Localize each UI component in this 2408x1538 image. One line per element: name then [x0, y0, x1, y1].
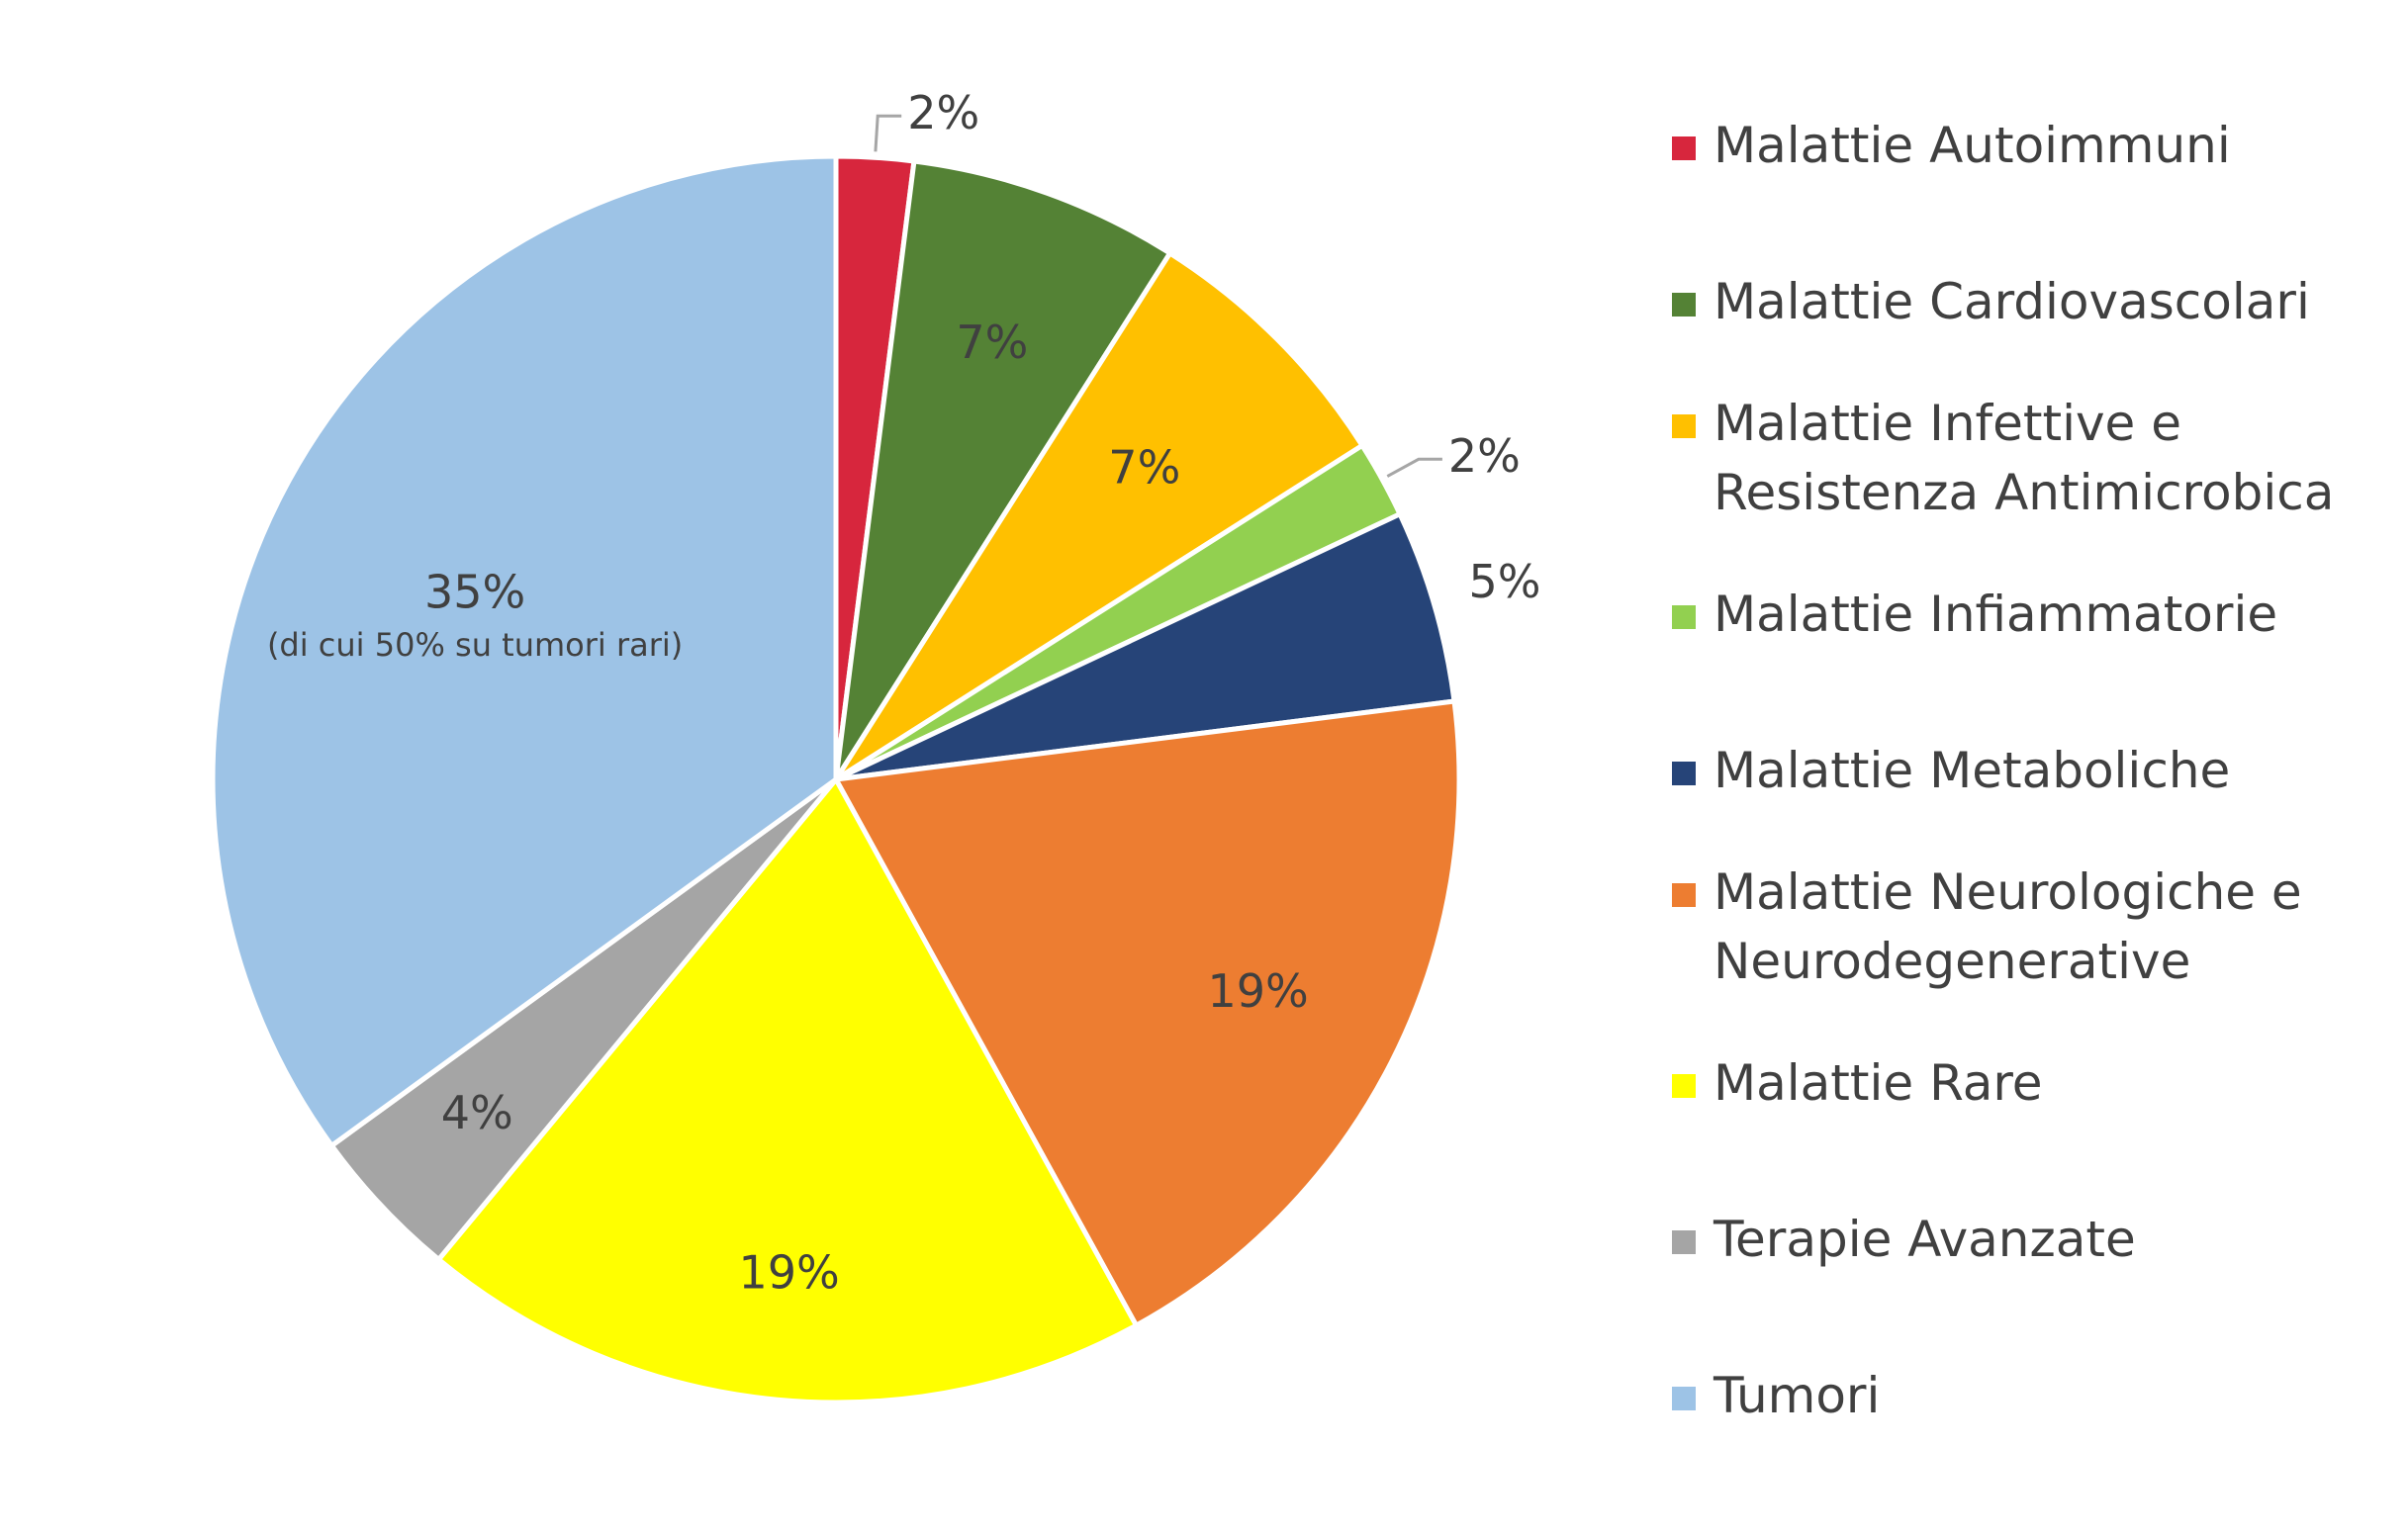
data-label-malattie-infiammatorie: 2% — [1448, 429, 1521, 483]
legend-swatch — [1672, 1230, 1696, 1254]
legend-label-line: Malattie Metaboliche — [1713, 742, 2231, 799]
data-label-malattie-rare: 19% — [738, 1245, 839, 1299]
pie-slice-malattie-cardiovascolari — [833, 158, 1173, 782]
legend-label-line: Malattie Neurologiche e — [1713, 863, 2302, 921]
legend-label-line: Terapie Avanzate — [1713, 1211, 2136, 1268]
leader-line-malattie-infiammatorie — [1386, 457, 1442, 478]
legend-label-line: Neurodegenerative — [1713, 933, 2191, 990]
legend-label: Malattie Cardiovascolari — [1713, 267, 2406, 336]
leader-line-malattie-autoimmuni — [874, 114, 902, 152]
legend-label-line: Resistenza Antimicrobica — [1713, 464, 2335, 521]
data-labels: 2% 7% 7% 2% 5% 19% 19% 4% 35% (di cui 50% su tumo… — [267, 86, 1541, 1300]
legend-label-line: Malattie Infettive e — [1713, 395, 2181, 452]
legend-swatch — [1672, 1387, 1696, 1410]
legend-item: Tumori — [1672, 1361, 2406, 1430]
pie-slice-malattie-metaboliche — [833, 511, 1457, 782]
legend-label-line: Malattie Infiammatorie — [1713, 586, 2278, 643]
data-label-malattie-cardiovascolari: 7% — [956, 316, 1028, 369]
legend-swatch — [1672, 414, 1696, 438]
data-label-malattie-metaboliche: 5% — [1469, 555, 1541, 608]
legend-item: Malattie Cardiovascolari — [1672, 267, 2406, 336]
legend-label: Malattie Metaboliche — [1713, 736, 2406, 805]
legend-item: Malattie Neurologiche e Neurodegenerative — [1672, 858, 2406, 996]
data-label-terapie-avanzate: 4% — [441, 1086, 513, 1139]
data-label-malattie-neurologiche-e-neurodegenerative: 19% — [1207, 964, 1308, 1018]
data-label-malattie-autoimmuni: 2% — [907, 86, 979, 139]
legend-item: Malattie Metaboliche — [1672, 736, 2406, 805]
legend-label-line: Tumori — [1713, 1367, 1881, 1424]
legend-item: Malattie Infiammatorie — [1672, 580, 2406, 649]
label-leader-lines — [874, 114, 1442, 478]
pie-slice-malattie-infettive-e-resistenza-antimicrobica — [833, 250, 1365, 782]
pie-slices — [210, 153, 1462, 1405]
legend-label-line: Malattie Autoimmuni — [1713, 117, 2231, 174]
legend-swatch — [1672, 605, 1696, 629]
legend-swatch — [1672, 1074, 1696, 1098]
pie-slice-malattie-rare — [435, 776, 1139, 1405]
legend-label: Malattie Neurologiche e Neurodegenerative — [1713, 858, 2406, 996]
legend-label-line: Malattie Cardiovascolari — [1713, 273, 2310, 330]
legend-label: Malattie Rare — [1713, 1048, 2406, 1118]
legend-item: Malattie Rare — [1672, 1048, 2406, 1118]
legend-label-line: Malattie Rare — [1713, 1054, 2043, 1112]
data-label-malattie-infettive-e-resistenza-antimicrobica: 7% — [1108, 441, 1180, 495]
legend-swatch — [1672, 136, 1696, 160]
legend-item: Malattie Infettive e Resistenza Antimicro… — [1672, 389, 2406, 527]
legend-item: Terapie Avanzate — [1672, 1205, 2406, 1274]
legend-label: Malattie Autoimmuni — [1713, 111, 2406, 180]
legend-item: Malattie Autoimmuni — [1672, 111, 2406, 180]
legend-label: Terapie Avanzate — [1713, 1205, 2406, 1274]
legend-swatch — [1672, 293, 1696, 317]
legend-label: Tumori — [1713, 1361, 2406, 1430]
pie-slice-tumori — [210, 153, 839, 1148]
legend-label: Malattie Infiammatorie — [1713, 580, 2406, 649]
legend-label: Malattie Infettive e Resistenza Antimicro… — [1713, 389, 2406, 527]
legend-swatch — [1672, 762, 1696, 785]
data-note-tumori: (di cui 50% su tumori rari) — [267, 626, 683, 664]
pie-slice-malattie-neurologiche-e-neurodegenerative — [833, 698, 1462, 1328]
legend-swatch — [1672, 883, 1696, 907]
data-label-tumori: 35% — [424, 566, 525, 619]
legend: Malattie Autoimmuni Malattie Cardiovascol… — [1672, 0, 2408, 1538]
